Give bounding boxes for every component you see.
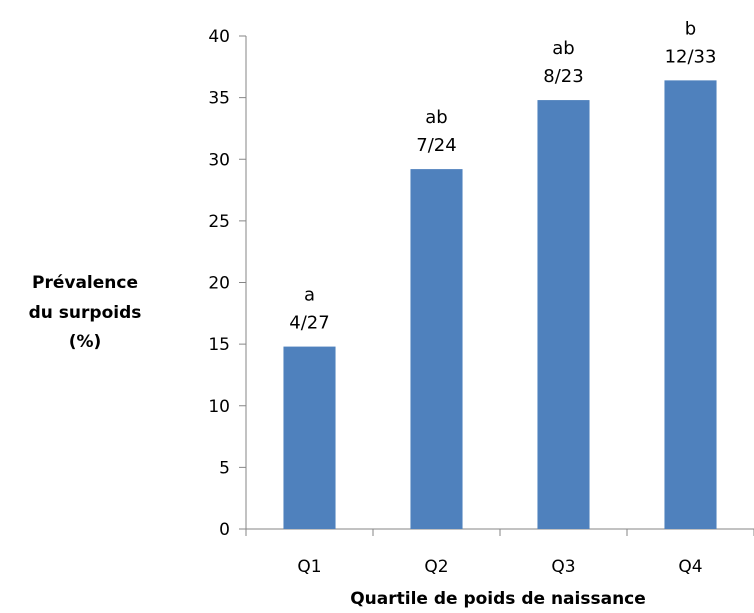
data-labels: 4/27 a 7/24 ab 8/23 ab 12/33 b [289, 18, 716, 333]
x-tick-label: Q2 [424, 557, 448, 577]
y-tick-label: 0 [219, 520, 230, 540]
y-tick-label: 30 [208, 150, 230, 170]
y-tick-label: 35 [208, 89, 230, 109]
x-tick-label: Q4 [678, 557, 702, 577]
x-tick-label: Q3 [551, 557, 575, 577]
y-tick-label: 5 [219, 458, 230, 478]
axes: 0 5 10 15 20 25 30 35 40 Q1 Q2 Q3 Q4 [208, 27, 754, 577]
bar-letter-label: a [304, 285, 315, 306]
bar-letter-label: b [685, 18, 696, 39]
bar-q2 [410, 169, 463, 530]
x-axis-title: Quartile de poids de naissance [350, 589, 646, 609]
x-tick-label: Q1 [297, 557, 321, 577]
bar-q4 [664, 80, 717, 530]
bar-q3 [537, 100, 590, 529]
axis-titles: Quartile de poids de naissance Prévalenc… [29, 273, 646, 609]
bar-letter-label: ab [552, 38, 574, 59]
y-tick-label: 25 [208, 212, 230, 232]
bar-q1 [283, 346, 336, 529]
y-axis-title-line-1: Prévalence [32, 273, 138, 293]
bar-ratio-label: 4/27 [289, 313, 329, 334]
y-tick-label: 15 [208, 335, 230, 355]
bar-ratio-label: 7/24 [416, 135, 456, 156]
y-axis-title-line-2: du surpoids [29, 303, 142, 323]
y-tick-label: 40 [208, 27, 230, 47]
y-tick-label: 20 [208, 274, 230, 294]
bar-letter-label: ab [425, 107, 447, 128]
y-axis-title-line-3: (%) [69, 332, 102, 352]
bars [283, 80, 717, 530]
bar-ratio-label: 8/23 [543, 66, 583, 87]
y-tick-label: 10 [208, 397, 230, 417]
bar-ratio-label: 12/33 [665, 46, 717, 67]
